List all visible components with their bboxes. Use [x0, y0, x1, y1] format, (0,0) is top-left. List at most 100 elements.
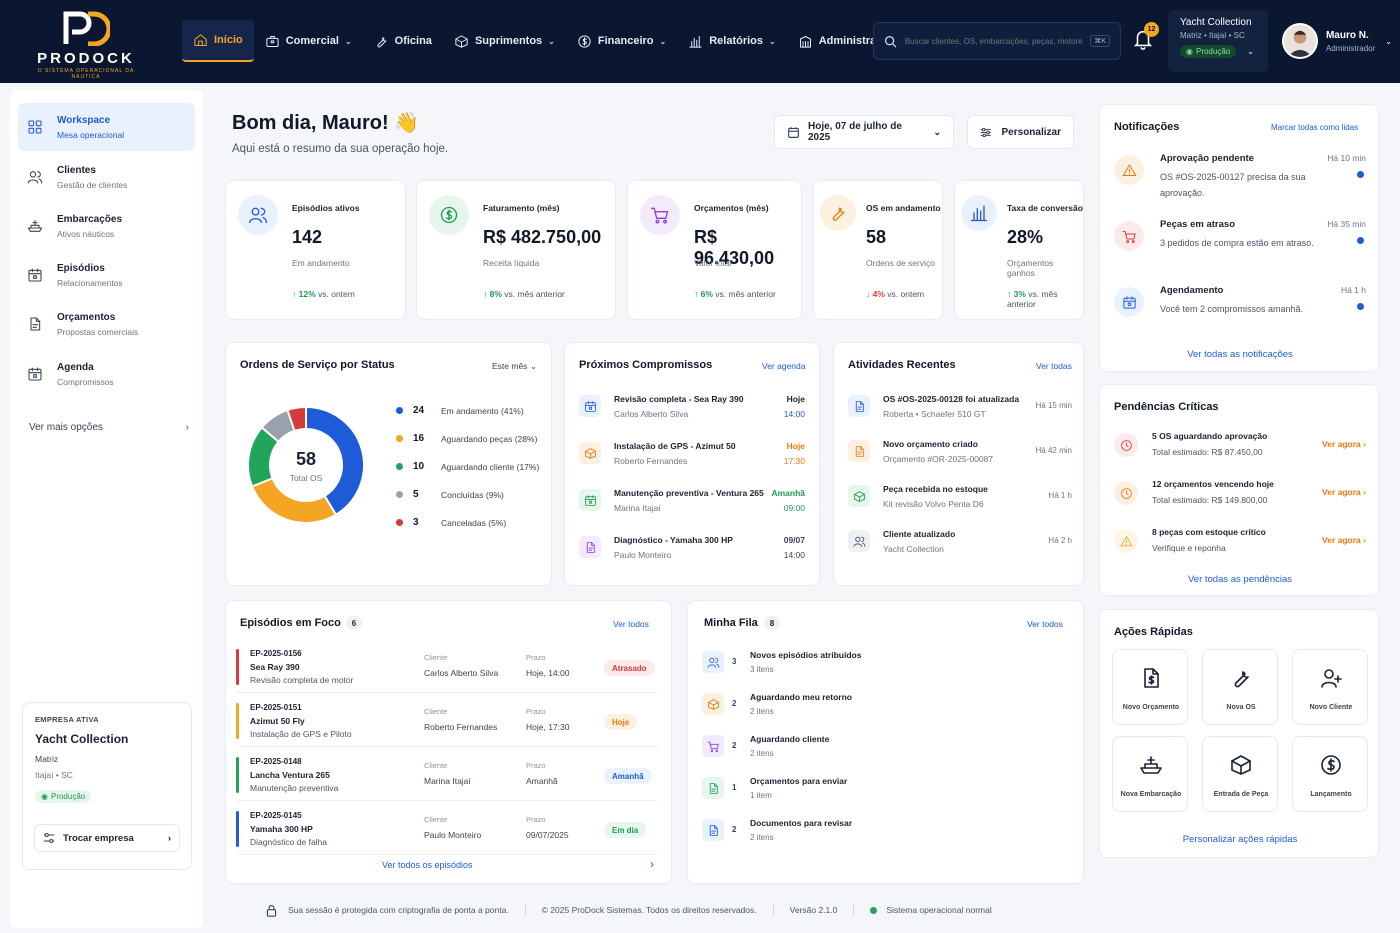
legend-label: Concluídas (9%)	[441, 489, 504, 500]
dollar-icon	[440, 206, 458, 224]
notification-item[interactable]: Agendamento Você tem 2 compromissos amanh…	[1114, 283, 1366, 345]
sidebar-item-4[interactable]: Orçamentos Propostas comerciais	[18, 300, 195, 348]
view-all-queue-link[interactable]: Ver todos	[1027, 619, 1063, 629]
notification-title: Aprovação pendente	[1160, 153, 1254, 164]
cart-icon	[707, 741, 719, 752]
customize-quick-actions-link[interactable]: Personalizar ações rápidas	[1182, 834, 1298, 845]
kpi-card-2[interactable]: Orçamentos (mês) R$ 96.430,00 Valor total ↑…	[627, 180, 802, 320]
appointment-item[interactable]: Revisão completa - Sea Ray 390 Carlos Alb…	[579, 389, 805, 429]
episodes-title: Episódios em Foco	[240, 617, 341, 629]
quick-action-0[interactable]: Novo Orçamento	[1112, 649, 1188, 725]
activity-title: Peça recebida no estoque	[883, 484, 988, 494]
view-now-link[interactable]: Ver agora ›	[1322, 487, 1366, 497]
view-now-label: Ver agora	[1322, 535, 1361, 545]
appointment-item[interactable]: Manutenção preventiva - Ventura 265 Marin…	[579, 483, 805, 523]
sidebar-item-2[interactable]: Embarcações Ativos náuticos	[18, 202, 195, 250]
kpi-card-0[interactable]: Episódios ativos 142 Em andamento ↑ 12% vs.…	[225, 180, 406, 320]
chevron-right-icon[interactable]: ›	[650, 857, 654, 871]
kpi-card-1[interactable]: Faturamento (mês) R$ 482.750,00 Receita lí…	[416, 180, 616, 320]
pending-item[interactable]: 8 peças com estoque crítico Verifique e r…	[1114, 525, 1366, 565]
view-all-episodes-link[interactable]: Ver todos	[613, 619, 649, 629]
global-search[interactable]: ⌘K	[873, 22, 1121, 60]
deadline-label: Prazo	[526, 815, 546, 824]
table-row[interactable]: EP-2025-0148 Lancha Ventura 265 Manutenção…	[236, 753, 658, 801]
activity-item[interactable]: Peça recebida no estoque Kit revisão Volv…	[848, 479, 1072, 519]
brand-logo[interactable]: PRODOCK O SISTEMA OPERACIONAL DA NÁUTICA	[26, 10, 146, 80]
period-select[interactable]: Este mês ⌄	[492, 361, 537, 372]
kpi-subtitle: Ordens de serviço	[866, 258, 935, 268]
sidebar-item-1[interactable]: Clientes Gestão de clientes	[18, 153, 195, 201]
kpi-card-3[interactable]: OS em andamento 58 Ordens de serviço ↓ 4% v…	[813, 180, 943, 320]
list-item[interactable]: 1 Orçamentos para enviar 1 item	[702, 773, 1052, 809]
client-label: Cliente	[424, 707, 448, 716]
appointment-title: Manutenção preventiva - Ventura 265	[614, 488, 764, 498]
appointment-item[interactable]: Diagnóstico - Yamaha 300 HP Paulo Monteir…	[579, 530, 805, 570]
quick-action-label: Lançamento	[1310, 791, 1352, 798]
table-row[interactable]: EP-2025-0156 Sea Ray 390 Revisão completa …	[236, 645, 658, 693]
pending-item[interactable]: 12 orçamentos vencendo hoje Total estimad…	[1114, 477, 1366, 517]
quick-action-3[interactable]: Nova Embarcação	[1112, 736, 1188, 812]
sidebar-item-label: Orçamentos	[57, 311, 116, 323]
quick-action-5[interactable]: Lançamento	[1292, 736, 1368, 812]
mark-all-read-link[interactable]: Marcar todas como lidas	[1271, 123, 1359, 132]
sidebar-item-5[interactable]: Agenda Compromissos	[18, 350, 195, 398]
user-menu[interactable]: Mauro N. Administrador ⌄	[1282, 20, 1392, 62]
appointments-title: Próximos Compromissos	[579, 359, 713, 371]
appointment-title: Revisão completa - Sea Ray 390	[614, 394, 744, 404]
kpi-trend-value: ↑ 8%	[483, 289, 502, 299]
activity-item[interactable]: Cliente atualizado Yacht Collection Há 2 h	[848, 524, 1072, 564]
table-row[interactable]: EP-2025-0151 Azimut 50 Fly Instalação de G…	[236, 699, 658, 747]
os-status-donut-chart	[247, 405, 365, 524]
view-now-link[interactable]: Ver agora ›	[1322, 439, 1366, 449]
view-all-notifications-link[interactable]: Ver todas as notificações	[1187, 349, 1293, 360]
search-input[interactable]	[904, 36, 1083, 46]
appointment-item[interactable]: Instalação de GPS - Azimut 50 Roberto Fer…	[579, 436, 805, 476]
quick-action-4[interactable]: Entrada de Peça	[1202, 736, 1278, 812]
list-item[interactable]: 2 Aguardando cliente 2 itens	[702, 731, 1052, 767]
list-item[interactable]: 3 Novos episódios atribuídos 3 itens	[702, 647, 1052, 683]
activity-item[interactable]: Novo orçamento criado Orçamento #OR-2025-…	[848, 434, 1072, 474]
nav-item-5[interactable]: Relatórios ⌄	[677, 20, 787, 62]
kpi-label: Faturamento (mês)	[483, 203, 560, 213]
sidebar-item-3[interactable]: Episódios Relacionamentos	[18, 251, 195, 299]
switch-company-button[interactable]: Trocar empresa ›	[34, 824, 180, 852]
donut-slice-4[interactable]	[286, 405, 307, 433]
view-now-link[interactable]: Ver agora ›	[1322, 535, 1366, 545]
view-agenda-link[interactable]: Ver agenda	[762, 361, 806, 371]
more-options-link[interactable]: Ver mais opções ›	[29, 422, 189, 433]
notifications-title: Notificações	[1114, 121, 1180, 133]
pending-title: 12 orçamentos vencendo hoje	[1152, 479, 1274, 489]
quick-action-2[interactable]: Novo Cliente	[1292, 649, 1368, 725]
quick-action-1[interactable]: Nova OS	[1202, 649, 1278, 725]
view-all-pending-link[interactable]: Ver todas as pendências	[1187, 574, 1293, 585]
nav-item-2[interactable]: Oficina	[363, 20, 443, 62]
episodes-count-badge: 6	[346, 616, 362, 630]
notification-item[interactable]: Aprovação pendente OS #OS-2025-00127 prec…	[1114, 151, 1366, 213]
table-row[interactable]: EP-2025-0145 Yamaha 300 HP Diagnóstico de …	[236, 807, 658, 855]
nav-item-3[interactable]: Suprimentos ⌄	[443, 20, 566, 62]
list-item[interactable]: 2 Documentos para revisar 2 itens	[702, 815, 1052, 851]
date-picker-button[interactable]: Hoje, 07 de julho de 2025 ⌄	[774, 115, 954, 149]
view-all-episodes-footer-link[interactable]: Ver todos os episódios	[382, 860, 473, 870]
nav-item-4[interactable]: Financeiro ⌄	[566, 20, 677, 62]
legend-value: 5	[413, 489, 419, 500]
kpi-value: 142	[292, 227, 323, 247]
customize-button[interactable]: Personalizar	[967, 115, 1074, 149]
view-all-activities-link[interactable]: Ver todas	[1036, 361, 1072, 371]
nav-item-1[interactable]: Comercial ⌄	[254, 20, 363, 62]
deadline-label: Prazo	[526, 707, 546, 716]
donut-slice-0[interactable]	[305, 405, 365, 517]
quick-action-label: Novo Orçamento	[1122, 704, 1180, 711]
activity-item[interactable]: OS #OS-2025-00128 foi atualizada Roberta …	[848, 389, 1072, 429]
notification-item[interactable]: Peças em atraso 3 pedidos de compra estão…	[1114, 217, 1366, 279]
company-switcher[interactable]: Yacht Collection Matriz • Itajaí • SC ◉ P…	[1168, 10, 1268, 72]
nav-item-0[interactable]: Início	[182, 20, 254, 62]
document-icon	[586, 541, 595, 553]
notifications-button[interactable]: 12	[1132, 22, 1159, 54]
pending-item[interactable]: 5 OS aguardando aprovação Total estimado:…	[1114, 429, 1366, 469]
donut-slice-1[interactable]	[250, 477, 338, 524]
list-item[interactable]: 2 Aguardando meu retorno 2 itens	[702, 689, 1052, 725]
footer-divider	[524, 904, 526, 916]
sidebar-item-0[interactable]: Workspace Mesa operacional	[18, 103, 195, 151]
kpi-card-4[interactable]: Taxa de conversão 28% Orçamentos ganhos ↑ 3…	[954, 180, 1084, 320]
